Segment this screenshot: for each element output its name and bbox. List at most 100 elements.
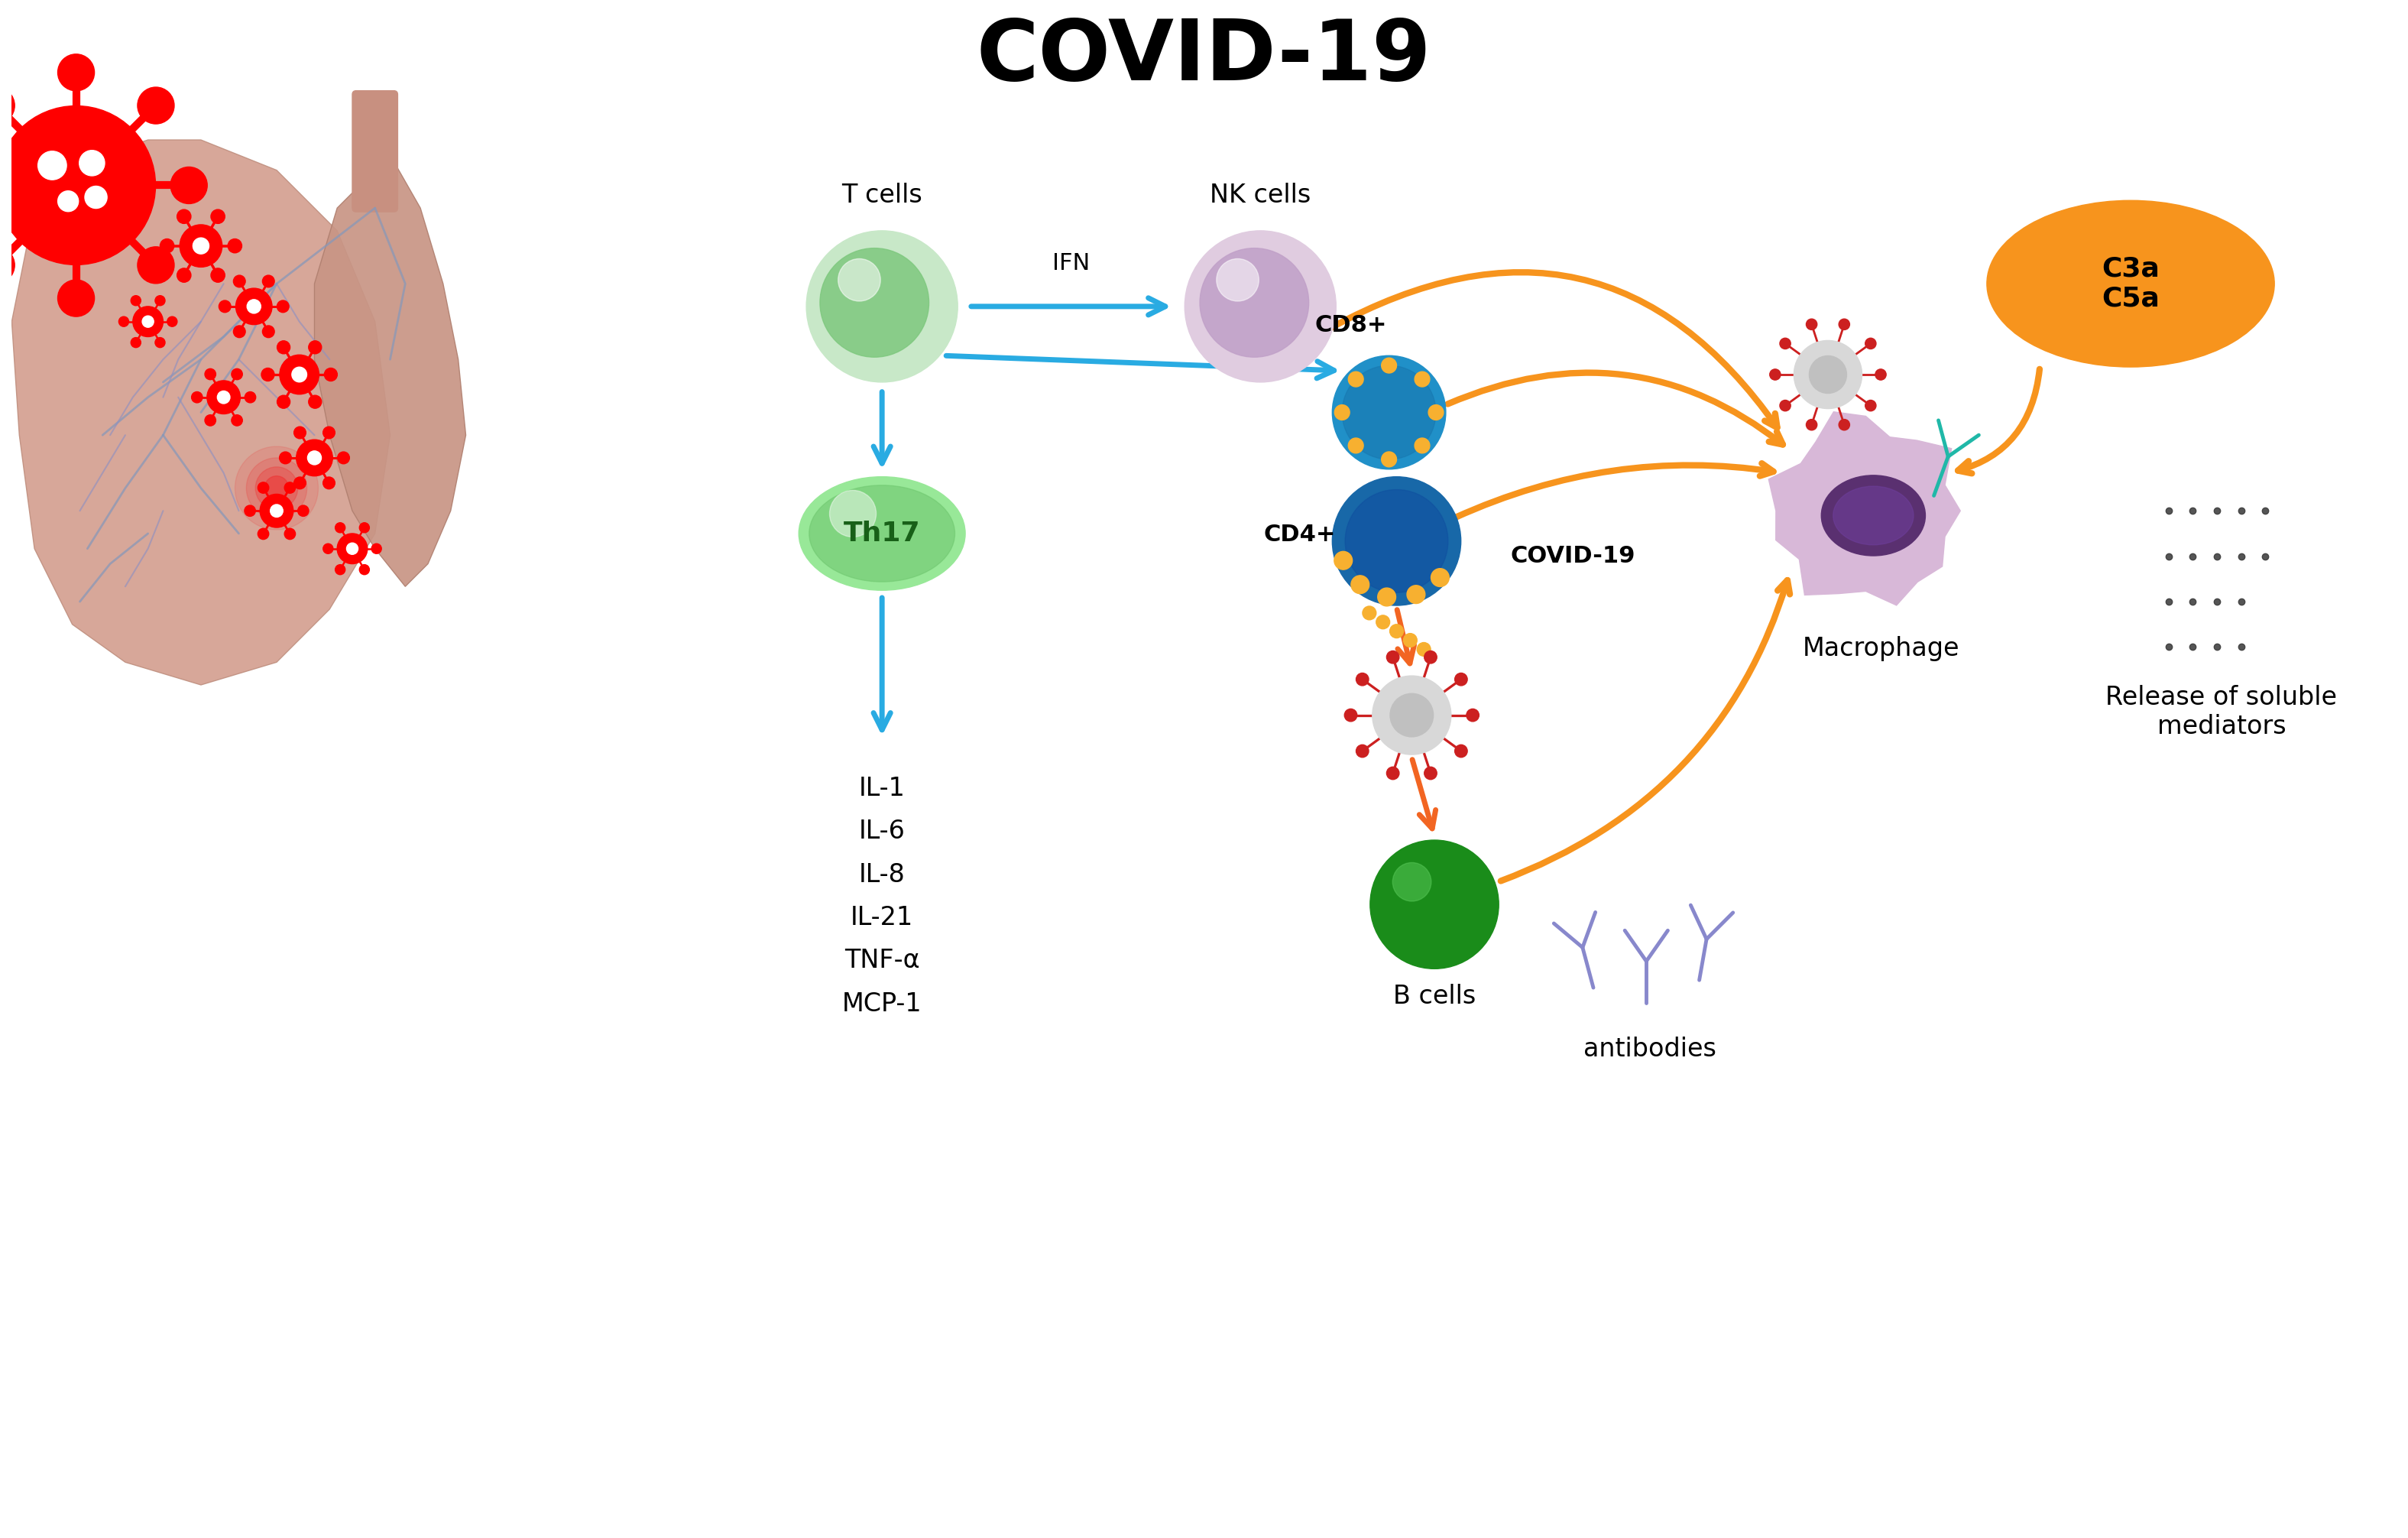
Circle shape xyxy=(337,452,349,464)
Circle shape xyxy=(323,426,335,438)
Circle shape xyxy=(1392,863,1430,901)
Circle shape xyxy=(1466,709,1479,721)
Circle shape xyxy=(335,564,344,575)
Circle shape xyxy=(1373,675,1452,755)
Circle shape xyxy=(279,452,291,464)
Circle shape xyxy=(291,368,306,381)
FancyBboxPatch shape xyxy=(352,91,397,212)
Ellipse shape xyxy=(1987,200,2276,368)
Text: CD4+: CD4+ xyxy=(1264,524,1336,546)
Circle shape xyxy=(1348,438,1363,454)
Circle shape xyxy=(325,368,337,381)
Text: Macrophage: Macrophage xyxy=(1801,635,1960,661)
Circle shape xyxy=(1334,552,1353,569)
Circle shape xyxy=(1389,624,1404,638)
Circle shape xyxy=(58,191,79,212)
Circle shape xyxy=(1808,355,1847,394)
Text: IL-1
IL-6
IL-8
IL-21
TNF-α
MCP-1: IL-1 IL-6 IL-8 IL-21 TNF-α MCP-1 xyxy=(843,775,922,1017)
Text: C3a
C5a: C3a C5a xyxy=(2102,255,2160,312)
Circle shape xyxy=(1332,477,1462,606)
Circle shape xyxy=(1454,674,1466,686)
Text: T cells: T cells xyxy=(843,183,922,208)
Circle shape xyxy=(838,258,881,301)
Circle shape xyxy=(1806,318,1818,329)
Circle shape xyxy=(1341,366,1435,460)
Circle shape xyxy=(1387,651,1399,663)
Circle shape xyxy=(1387,767,1399,780)
Circle shape xyxy=(1840,318,1849,329)
Circle shape xyxy=(359,523,368,532)
Circle shape xyxy=(1770,369,1780,380)
Circle shape xyxy=(270,504,284,517)
Ellipse shape xyxy=(799,477,966,591)
Circle shape xyxy=(159,238,173,252)
Circle shape xyxy=(142,315,154,328)
Circle shape xyxy=(39,151,67,180)
Circle shape xyxy=(229,238,241,252)
Circle shape xyxy=(205,369,217,380)
Circle shape xyxy=(1404,634,1416,647)
Circle shape xyxy=(1344,709,1358,721)
Circle shape xyxy=(1454,744,1466,757)
Circle shape xyxy=(205,415,217,426)
Circle shape xyxy=(166,317,178,326)
Circle shape xyxy=(277,341,289,354)
Circle shape xyxy=(1370,840,1498,969)
Circle shape xyxy=(1346,489,1447,592)
Circle shape xyxy=(137,88,173,125)
Circle shape xyxy=(1423,651,1438,663)
Circle shape xyxy=(236,446,318,529)
PathPatch shape xyxy=(315,155,465,586)
Circle shape xyxy=(1428,404,1442,420)
Circle shape xyxy=(130,295,140,306)
Circle shape xyxy=(1430,569,1450,586)
Circle shape xyxy=(1413,372,1430,386)
Circle shape xyxy=(1351,575,1370,594)
Circle shape xyxy=(371,543,380,554)
Circle shape xyxy=(0,106,157,265)
Circle shape xyxy=(132,306,164,337)
Polygon shape xyxy=(1767,412,1960,606)
Circle shape xyxy=(236,288,272,325)
Text: COVID-19: COVID-19 xyxy=(975,15,1430,97)
Circle shape xyxy=(1794,340,1861,409)
Circle shape xyxy=(219,300,231,312)
Circle shape xyxy=(294,477,306,489)
Circle shape xyxy=(1416,643,1430,657)
Text: Th17: Th17 xyxy=(843,520,920,546)
Text: COVID-19: COVID-19 xyxy=(1510,544,1635,568)
Circle shape xyxy=(262,368,275,381)
Circle shape xyxy=(118,317,128,326)
Circle shape xyxy=(284,483,296,494)
Circle shape xyxy=(58,54,94,91)
Circle shape xyxy=(193,392,202,403)
Circle shape xyxy=(246,506,255,517)
Circle shape xyxy=(335,523,344,532)
Circle shape xyxy=(231,369,243,380)
Circle shape xyxy=(246,392,255,403)
Circle shape xyxy=(234,275,246,288)
Ellipse shape xyxy=(1820,475,1926,555)
Circle shape xyxy=(1876,369,1885,380)
Circle shape xyxy=(1389,694,1433,737)
Circle shape xyxy=(1406,586,1426,603)
Circle shape xyxy=(178,268,190,283)
Circle shape xyxy=(821,248,929,357)
Circle shape xyxy=(308,395,323,408)
Circle shape xyxy=(1382,358,1397,374)
Circle shape xyxy=(1356,744,1368,757)
Circle shape xyxy=(265,475,289,500)
Circle shape xyxy=(258,483,270,494)
Circle shape xyxy=(323,543,332,554)
Circle shape xyxy=(308,341,323,354)
Circle shape xyxy=(1840,420,1849,431)
Text: CD8+: CD8+ xyxy=(1315,315,1387,337)
Circle shape xyxy=(234,326,246,338)
Circle shape xyxy=(248,300,260,314)
Circle shape xyxy=(0,88,14,125)
Circle shape xyxy=(347,543,359,554)
Circle shape xyxy=(262,326,275,338)
Circle shape xyxy=(279,355,318,394)
Circle shape xyxy=(337,534,368,564)
Circle shape xyxy=(831,491,877,537)
